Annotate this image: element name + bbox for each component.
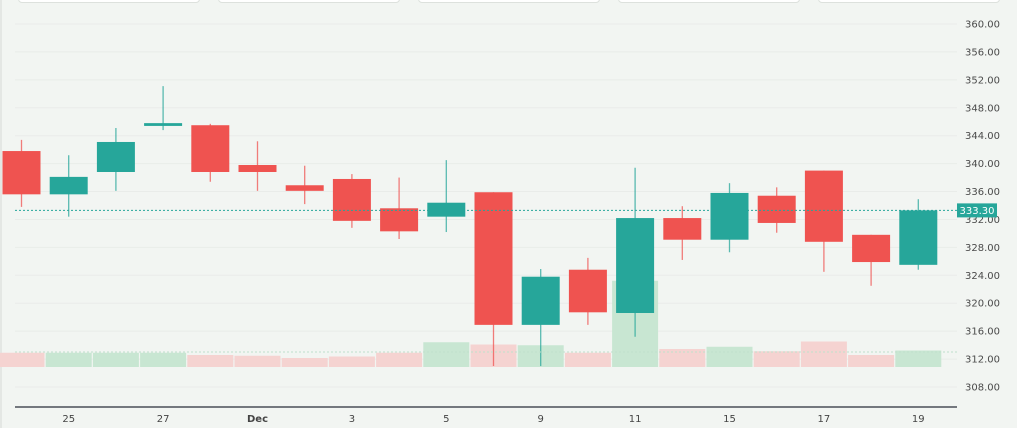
volume-bar <box>423 342 470 367</box>
volume-bar <box>848 355 895 367</box>
volume-bar <box>753 351 800 367</box>
candle <box>49 155 88 217</box>
time-tick-label: 3 <box>349 414 355 425</box>
candles <box>2 86 938 367</box>
price-tick-label: 308.00 <box>965 383 1000 394</box>
candle <box>474 192 513 367</box>
candle-body <box>144 123 183 126</box>
volume-bar <box>234 355 281 367</box>
price-tick-label: 348.00 <box>965 103 1000 114</box>
candle <box>191 123 230 182</box>
candle <box>144 86 183 131</box>
price-axis[interactable]: 360.00 356.00 352.00 348.00 344.00 340.00 336.… <box>965 20 1000 394</box>
volume-bar <box>895 350 942 367</box>
time-tick-label: 15 <box>723 414 736 425</box>
time-tick-label: 19 <box>912 414 925 425</box>
candle-body <box>616 218 655 314</box>
price-tick-label: 332.00 <box>965 215 1000 226</box>
candle <box>96 128 135 191</box>
time-tick-label: 25 <box>62 414 75 425</box>
volume-bar <box>800 341 847 367</box>
candle-body <box>663 218 702 240</box>
price-tick-label: 312.00 <box>965 355 1000 366</box>
volume-bar <box>659 349 706 367</box>
last-price-tag-bg <box>957 203 997 218</box>
price-tick-label: 352.00 <box>965 75 1000 86</box>
candle-body <box>96 141 135 172</box>
volume-bar <box>92 352 139 367</box>
last-price-tag: 333.30 <box>957 203 997 218</box>
candle <box>616 167 655 337</box>
volume-bar <box>187 355 234 367</box>
candle <box>521 269 560 367</box>
candle-body <box>238 165 277 172</box>
candle-body <box>332 178 371 221</box>
volume-bar <box>45 352 92 367</box>
candle-body <box>568 269 607 313</box>
left-frame-border <box>0 0 2 428</box>
candle-body <box>427 202 466 217</box>
candle <box>238 141 277 191</box>
candle <box>285 165 324 205</box>
candle-body <box>2 151 41 195</box>
time-tick-label: 27 <box>157 414 170 425</box>
time-tick-label: 9 <box>538 414 544 425</box>
candle-body <box>521 276 560 325</box>
time-tick-label: Dec <box>247 414 268 425</box>
last-price-label: 333.30 <box>960 206 995 217</box>
volume-bars <box>0 280 942 367</box>
candle-body <box>49 176 88 195</box>
time-tick-label: 5 <box>443 414 449 425</box>
candle-body <box>191 125 230 172</box>
top-tab-strip <box>0 0 1017 3</box>
time-tick-label: 17 <box>818 414 831 425</box>
price-tick-label: 316.00 <box>965 327 1000 338</box>
candle-body <box>710 192 749 240</box>
candle <box>568 257 607 325</box>
time-axis[interactable]: 25 27 Dec 3 5 9 11 15 17 19 <box>62 414 924 425</box>
candle <box>427 160 466 233</box>
price-tick-label: 328.00 <box>965 243 1000 254</box>
volume-bar <box>706 346 753 367</box>
candle <box>710 183 749 253</box>
candle <box>380 177 419 240</box>
candle <box>2 139 41 207</box>
volume-bar <box>140 352 187 367</box>
volume-bar <box>0 352 45 367</box>
candle-body <box>285 185 324 191</box>
time-tick-label: 11 <box>629 414 642 425</box>
candle <box>332 174 371 228</box>
candle-body <box>899 210 938 265</box>
volume-bar <box>328 356 375 367</box>
price-tick-label: 344.00 <box>965 131 1000 142</box>
candle <box>899 199 938 270</box>
candle-body <box>852 234 891 263</box>
volume-bar <box>376 352 423 367</box>
price-tick-label: 356.00 <box>965 47 1000 58</box>
candle <box>852 234 891 286</box>
price-tick-label: 340.00 <box>965 159 1000 170</box>
candle <box>757 187 796 233</box>
volume-bar <box>564 352 611 367</box>
price-tick-label: 336.00 <box>965 187 1000 198</box>
price-tick-label: 324.00 <box>965 271 1000 282</box>
candle-body <box>380 208 419 232</box>
candle-body <box>804 170 843 242</box>
price-tick-label: 360.00 <box>965 20 1000 31</box>
candle <box>663 206 702 260</box>
price-tick-label: 320.00 <box>965 299 1000 310</box>
candle-body <box>757 195 796 223</box>
volume-bar <box>281 358 328 367</box>
candle-body <box>474 192 513 325</box>
candle <box>804 170 843 272</box>
